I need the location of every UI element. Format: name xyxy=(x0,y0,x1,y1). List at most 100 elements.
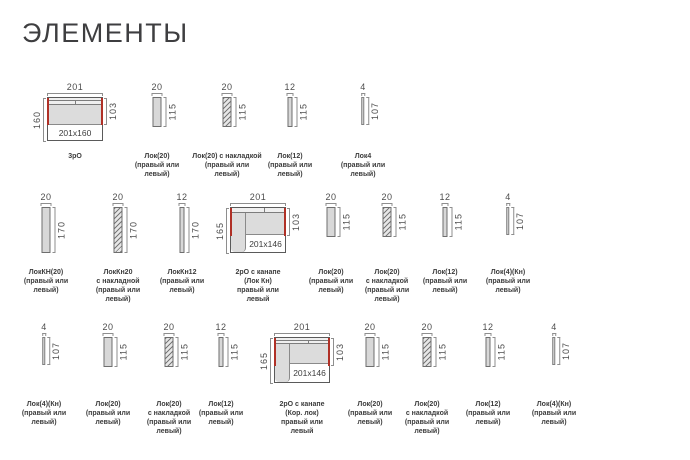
element-label: Лок(20) (правый или левый) xyxy=(85,401,131,427)
depth-dim-value: 165 xyxy=(215,221,225,241)
width-dim: 20 xyxy=(102,322,114,332)
element-2po-lok-kn: 201 201x146 165 103 2рО с канапе (Ло xyxy=(215,192,301,303)
armrest-shape-hatched xyxy=(113,207,123,253)
width-dim: 20 xyxy=(221,82,233,92)
depth-dim-value: 160 xyxy=(32,110,42,130)
armrest-shape xyxy=(506,207,510,235)
dim-bracket-top xyxy=(40,203,52,206)
height-dimension: 170 xyxy=(52,207,66,253)
dim-bracket-top xyxy=(360,93,365,96)
dim-bracket-right xyxy=(114,337,118,367)
width-dim: 201 xyxy=(249,192,267,202)
element-lokkn12: 12 170 ЛокКн12 (правый или левый) xyxy=(160,192,204,294)
chaise-area xyxy=(231,213,246,252)
element-lok4-kn: 4 107 Лок(4)(Кн) (правый или левый) xyxy=(22,322,66,426)
height-dimension: 103 xyxy=(331,338,345,366)
height-dim-value: 107 xyxy=(51,341,62,361)
dim-bracket-top xyxy=(325,203,337,206)
height-dimension: 115 xyxy=(294,97,308,127)
height-dimension: 115 xyxy=(175,337,189,367)
height-dim-value: 115 xyxy=(341,213,352,231)
element-lokkn20: 20 170 ЛокКН(20) (правый или левый) xyxy=(24,192,68,294)
dim-bracket-right xyxy=(449,207,453,237)
armrest-shape xyxy=(442,207,448,237)
height-dim-value: 107 xyxy=(515,211,526,231)
dim-bracket-top xyxy=(102,333,114,336)
element-label: Лок(4)(Кн) (правый или левый) xyxy=(485,269,531,295)
height-dimension: 107 xyxy=(511,207,525,235)
backrest-strip xyxy=(275,341,329,344)
depth-dimension: 160 xyxy=(32,98,46,142)
height-dim-value: 115 xyxy=(237,103,248,121)
width-dim: 20 xyxy=(40,192,52,202)
height-dim-value: 115 xyxy=(118,343,129,361)
element-label: Лок(20) (правый или левый) xyxy=(134,153,180,179)
sofa-shape: 201x146 165 103 xyxy=(259,337,345,384)
width-dim: 12 xyxy=(176,192,188,202)
dim-bracket-right xyxy=(557,337,561,365)
element-lok20: 20 115 Лок(20) (правый или левый) xyxy=(309,192,353,294)
width-dim: 4 xyxy=(41,322,47,332)
dim-bracket-top xyxy=(274,333,330,336)
armrest-shape-hatched xyxy=(222,97,232,127)
height-dim-value: 115 xyxy=(167,103,178,121)
element-lok12: 12 115 Лок(12) (правый или левый) xyxy=(466,322,510,426)
element-lok20: 20 115 Лок(20) (правый или левый) xyxy=(135,82,179,178)
dim-bracket-top xyxy=(217,333,225,336)
element-label: Лок(12) (правый или левый) xyxy=(267,153,313,179)
element-lok20-overlay: 20 115 Лок(20) с накладкой (правый или л… xyxy=(405,322,449,435)
element-label: Лок(20) с накладкой (правый или левый) xyxy=(364,269,410,304)
height-dim-value: 115 xyxy=(380,343,391,361)
dim-bracket-top xyxy=(441,203,449,206)
element-label: 2рО с канапе (Лок Кн) правый или левый xyxy=(235,269,281,304)
element-label: Лок(4)(Кн) (правый или левый) xyxy=(21,401,67,427)
dim-bracket-right xyxy=(47,337,51,365)
element-lokkn20-overlay: 20 170 ЛокКн20 с накладной (правый или л… xyxy=(96,192,140,303)
height-dim-value: 115 xyxy=(397,213,408,231)
element-lok20: 20 115 Лок(20) (правый или левый) xyxy=(348,322,392,426)
bed-size-label: 201x146 xyxy=(290,364,329,382)
height-dimension: 115 xyxy=(163,97,177,127)
backrest-strip xyxy=(48,101,102,105)
height-dim-value: 107 xyxy=(370,101,381,121)
dim-bracket-right xyxy=(233,97,237,127)
armrest-shape xyxy=(41,207,51,253)
element-3po: 201 201x160 160 103 3рО xyxy=(32,82,118,160)
height-dim-value: 107 xyxy=(561,341,572,361)
element-lok12: 12 115 Лок(12) (правый или левый) xyxy=(199,322,243,426)
element-label: Лок(20) с накладкой (правый или левый) xyxy=(404,401,450,436)
element-lok4-kn: 4 107 Лок(4)(Кн) (правый или левый) xyxy=(532,322,576,426)
seat-area xyxy=(246,213,285,235)
armrest-shape xyxy=(218,337,224,367)
depth-dim-value: 165 xyxy=(259,351,269,371)
height-dimension: 107 xyxy=(366,97,380,125)
dim-bracket-right xyxy=(175,337,179,367)
height-dimension: 115 xyxy=(393,207,407,237)
dim-bracket-top xyxy=(286,93,294,96)
height-dimension: 115 xyxy=(337,207,351,237)
dim-bracket-top xyxy=(221,93,233,96)
element-label: Лок(20) (правый или левый) xyxy=(308,269,354,295)
armrest-shape-hatched xyxy=(382,207,392,237)
armrest-shape xyxy=(287,97,293,127)
width-dim: 20 xyxy=(112,192,124,202)
dim-bracket-right xyxy=(52,207,56,253)
dim-bracket-top xyxy=(381,203,393,206)
armrest-shape xyxy=(552,337,556,365)
height-dim-value: 115 xyxy=(437,343,448,361)
armrest-edge-left xyxy=(47,98,49,125)
height-dimension: 107 xyxy=(47,337,61,365)
armrest-edge-right xyxy=(284,208,286,236)
element-label: ЛокКн12 (правый или левый) xyxy=(159,269,205,295)
depth-dimension: 165 xyxy=(215,208,229,254)
dim-bracket-right xyxy=(366,97,370,125)
sofa-shape: 201x160 160 103 xyxy=(32,97,118,142)
bed-size-label: 201x160 xyxy=(48,124,102,140)
height-dimension: 170 xyxy=(186,207,200,253)
dim-bracket-right xyxy=(376,337,380,367)
element-label: Лок(20) (правый или левый) xyxy=(347,401,393,427)
width-dim: 12 xyxy=(482,322,494,332)
dim-bracket-right xyxy=(104,98,107,125)
element-lok4: 4 107 Лок4 (правый или левый) xyxy=(341,82,385,178)
